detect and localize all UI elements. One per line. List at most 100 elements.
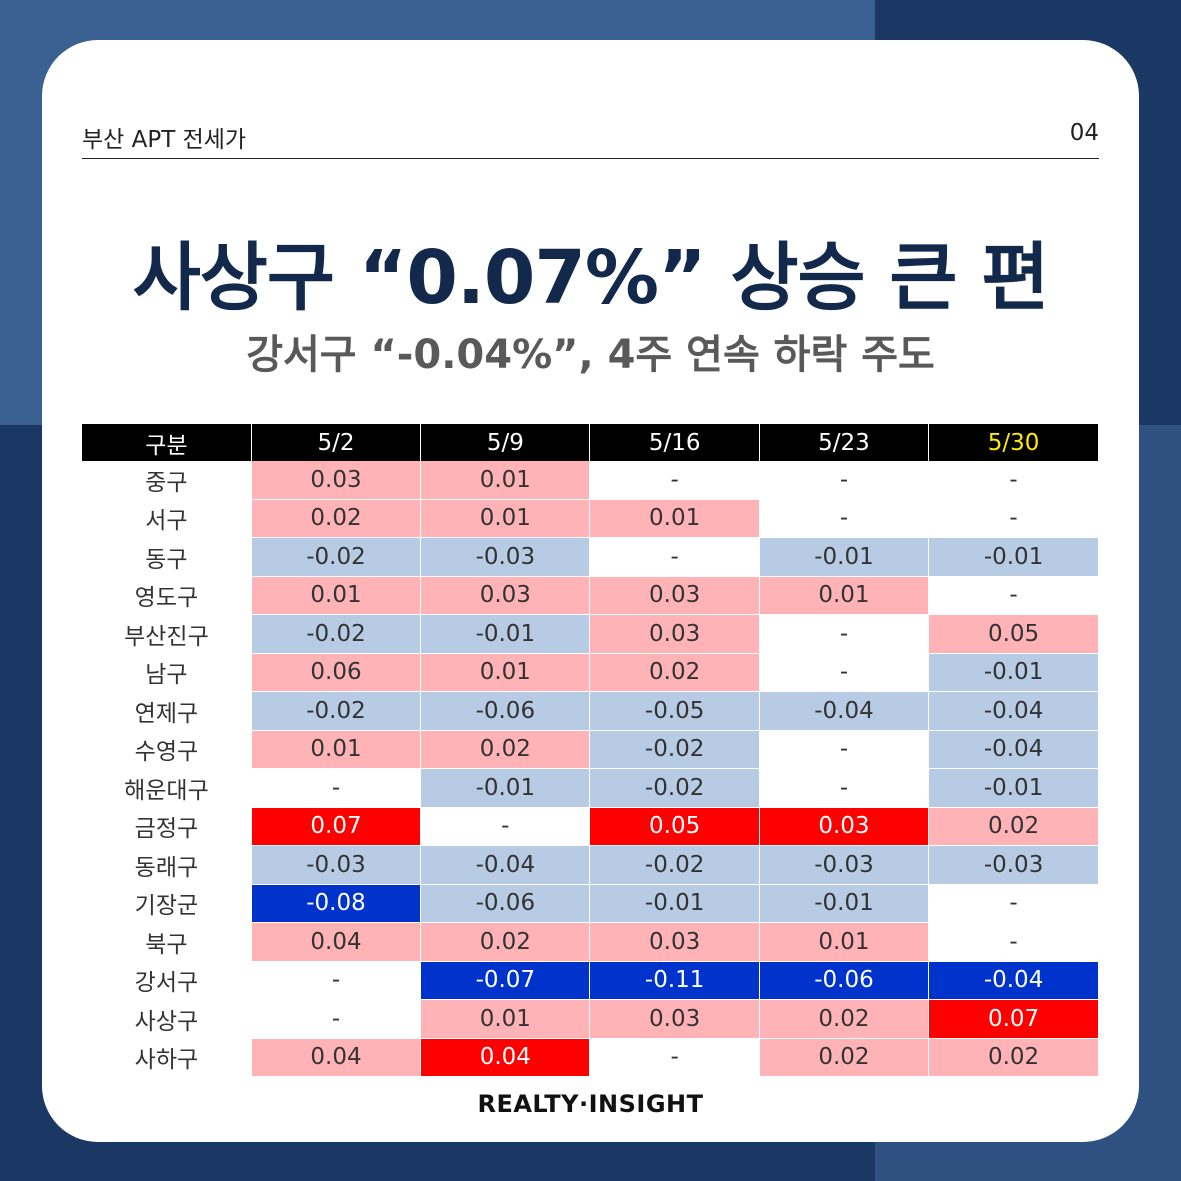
value-cell: 0.01	[420, 461, 591, 500]
region-cell: 해운대구	[82, 768, 252, 808]
main-title: 사상구 “0.07%” 상승 큰 편	[132, 235, 1050, 321]
value-cell: -	[928, 576, 1098, 615]
value-cell: 0.04	[251, 1038, 422, 1077]
value-cell: 0.03	[420, 576, 591, 615]
value-cell: 0.03	[589, 614, 760, 654]
value-cell: -0.11	[589, 961, 760, 1000]
table-row: 사상구 -0.01 0.03 0.02 0.07	[82, 999, 1098, 1039]
value-cell: 0.02	[420, 730, 591, 769]
value-cell: 0.02	[251, 499, 422, 538]
value-cell: -0.01	[928, 768, 1098, 808]
value-cell: -0.02	[251, 691, 422, 731]
table-row: 해운대구 - -0.01 -0.02- -0.01	[82, 768, 1098, 808]
value-cell: 0.03	[589, 576, 760, 615]
value-cell: 0.03	[251, 461, 422, 500]
table-body: 중구 0.03 0.01- - - 서구 0.02 0.01 0.01- - 동구 -0.02 -0.0…	[82, 461, 1098, 1077]
table-row: 수영구 0.01 0.02 -0.02- -0.04	[82, 730, 1098, 769]
region-cell: 중구	[82, 461, 252, 500]
region-cell: 금정구	[82, 807, 252, 846]
value-cell: -	[928, 461, 1098, 500]
value-cell: 0.02	[420, 922, 591, 962]
value-cell: 0.01	[420, 653, 591, 692]
value-cell: -0.02	[589, 730, 760, 769]
value-cell: -0.06	[420, 691, 591, 731]
value-cell: -0.02	[251, 614, 422, 654]
table-row: 기장군 -0.08 -0.06 -0.01 -0.01-	[82, 884, 1098, 923]
table-row: 동래구 -0.03 -0.04 -0.02 -0.03 -0.03	[82, 845, 1098, 885]
table-row: 부산진구 -0.02 -0.01 0.03-0.05	[82, 614, 1098, 654]
value-cell: -0.08	[251, 884, 422, 923]
value-cell: -	[589, 1038, 760, 1077]
value-cell: -0.01	[928, 537, 1098, 577]
table-header-row: 구분 5/2 5/9 5/16 5/23 5/30	[82, 424, 1098, 461]
value-cell: -	[928, 922, 1098, 962]
content-card: 부산 APT 전세가 04 사상구 “0.07%” 상승 큰 편 강서구 “-0…	[42, 40, 1139, 1142]
table-row: 영도구 0.01 0.03 0.03 0.01-	[82, 576, 1098, 615]
value-cell: -0.04	[420, 845, 591, 885]
value-cell: -0.03	[251, 845, 422, 885]
value-cell: -0.07	[420, 961, 591, 1000]
region-cell: 영도구	[82, 576, 252, 615]
table-row: 북구 0.04 0.02 0.03 0.01-	[82, 922, 1098, 962]
region-cell: 동래구	[82, 845, 252, 885]
value-cell: 0.01	[420, 999, 591, 1039]
value-cell: -	[928, 499, 1098, 538]
value-cell: -0.03	[928, 845, 1098, 885]
region-cell: 수영구	[82, 730, 252, 769]
value-cell: -0.06	[759, 961, 930, 1000]
value-cell: -0.04	[759, 691, 930, 731]
table-row: 연제구 -0.02 -0.06 -0.05 -0.04 -0.04	[82, 691, 1098, 731]
value-cell: 0.02	[759, 999, 930, 1039]
value-cell: 0.04	[420, 1038, 591, 1077]
value-cell: -0.05	[589, 691, 760, 731]
region-cell: 연제구	[82, 691, 252, 731]
value-cell: 0.01	[251, 576, 422, 615]
value-cell: 0.02	[928, 807, 1098, 846]
value-cell: -0.03	[420, 537, 591, 577]
value-cell: 0.02	[928, 1038, 1098, 1077]
column-header: 5/23	[759, 424, 930, 461]
value-cell: -	[589, 461, 760, 500]
value-cell: 0.01	[589, 499, 760, 538]
table-row: 서구 0.02 0.01 0.01- -	[82, 499, 1098, 538]
column-header-highlighted: 5/30	[928, 424, 1098, 461]
table-row: 사하구 0.04 0.04-0.02 0.02	[82, 1038, 1098, 1077]
value-cell: -	[589, 537, 760, 577]
value-cell: -0.01	[759, 537, 930, 577]
page-number: 04	[1069, 120, 1099, 146]
table-row: 금정구 0.07-0.05 0.03 0.02	[82, 807, 1098, 846]
value-cell: -0.02	[251, 537, 422, 577]
brand-footer: REALTY·INSIGHT	[477, 1090, 704, 1118]
table-row: 중구 0.03 0.01- - -	[82, 461, 1098, 500]
column-header: 5/16	[589, 424, 760, 461]
value-cell: 0.01	[759, 576, 930, 615]
value-cell: 0.05	[589, 807, 760, 846]
value-cell: -0.01	[420, 614, 591, 654]
value-cell: -0.04	[928, 691, 1098, 731]
region-cell: 강서구	[82, 961, 252, 1000]
value-cell: -0.03	[759, 845, 930, 885]
value-cell: -0.01	[420, 768, 591, 808]
region-cell: 북구	[82, 922, 252, 962]
region-cell: 부산진구	[82, 614, 252, 654]
value-cell: 0.01	[759, 922, 930, 962]
value-cell: -0.06	[420, 884, 591, 923]
value-cell: 0.01	[251, 730, 422, 769]
value-cell: -0.01	[759, 884, 930, 923]
value-cell: -	[251, 768, 422, 808]
value-cell: 0.01	[420, 499, 591, 538]
value-cell: -	[251, 961, 422, 1000]
value-cell: 0.03	[589, 922, 760, 962]
value-cell: 0.06	[251, 653, 422, 692]
region-cell: 사상구	[82, 999, 252, 1039]
change-rate-table: 구분 5/2 5/9 5/16 5/23 5/30 중구 0.03 0.01- - - 서…	[82, 424, 1098, 1077]
value-cell: 0.03	[589, 999, 760, 1039]
value-cell: 0.02	[759, 1038, 930, 1077]
value-cell: -0.01	[928, 653, 1098, 692]
value-cell: -	[759, 730, 930, 769]
value-cell: -	[759, 653, 930, 692]
value-cell: 0.07	[251, 807, 422, 846]
value-cell: -0.02	[589, 845, 760, 885]
column-header: 구분	[82, 424, 252, 461]
region-cell: 서구	[82, 499, 252, 538]
